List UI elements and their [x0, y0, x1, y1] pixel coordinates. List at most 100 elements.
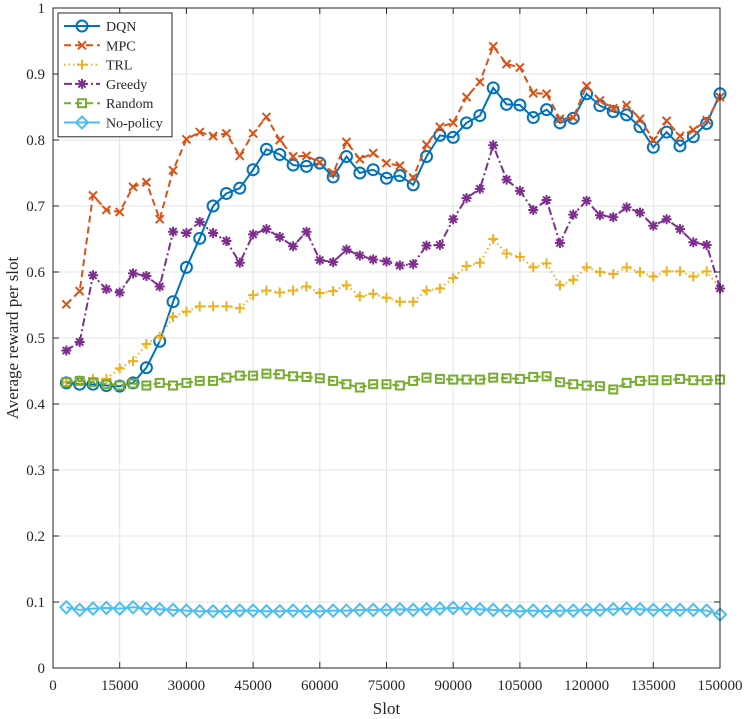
data-point-mpc: [168, 165, 178, 176]
data-point-greedy: [541, 195, 552, 206]
data-point-dqn: [486, 81, 500, 95]
data-point-dqn: [179, 260, 193, 274]
data-point-random: [674, 373, 685, 384]
data-point-no-policy: [365, 602, 381, 618]
data-point-trl: [408, 296, 419, 307]
legend-item-random: Random: [64, 97, 154, 112]
data-point-mpc: [288, 151, 298, 162]
data-point-trl: [181, 306, 192, 317]
data-point-no-policy: [632, 601, 648, 617]
data-point-dqn: [380, 171, 393, 185]
data-point-mpc: [661, 116, 672, 126]
legend-box: [57, 12, 173, 138]
data-point-random: [314, 373, 325, 384]
data-point-greedy: [128, 268, 139, 279]
data-point-dqn: [273, 148, 287, 162]
data-point-no-policy: [685, 602, 701, 618]
data-point-dqn: [313, 156, 327, 170]
data-point-trl: [581, 262, 592, 273]
data-point-random: [261, 368, 272, 379]
data-point-dqn: [620, 108, 634, 122]
data-point-no-policy: [72, 602, 88, 618]
data-point-no-policy: [432, 601, 448, 617]
data-point-greedy: [221, 235, 232, 246]
data-point-mpc: [395, 161, 405, 171]
legend-item-greedy: Greedy: [64, 78, 147, 93]
data-point-greedy: [421, 240, 432, 251]
data-point-greedy: [554, 237, 565, 248]
y-tick-label: 0.2: [26, 529, 45, 545]
data-point-trl: [341, 280, 352, 291]
data-point-no-policy: [192, 603, 208, 619]
data-point-random: [661, 375, 672, 386]
legend-label: No-policy: [106, 117, 163, 132]
data-point-greedy: [341, 244, 352, 255]
data-point-greedy: [208, 228, 219, 239]
data-point-dqn: [233, 181, 247, 195]
data-point-dqn: [606, 105, 620, 119]
data-point-no-policy: [165, 602, 181, 618]
data-point-dqn: [206, 199, 220, 213]
legend-marker: [77, 78, 87, 89]
data-point-random: [61, 377, 72, 388]
data-point-greedy: [394, 260, 405, 271]
data-point-greedy: [101, 284, 112, 295]
series-greedy: [61, 140, 725, 356]
data-point-mpc: [368, 148, 378, 158]
data-point-random: [208, 375, 219, 386]
data-point-no-policy: [299, 603, 314, 619]
data-point-random: [608, 384, 619, 395]
data-point-random: [501, 373, 512, 384]
data-point-mpc: [221, 128, 232, 139]
y-tick-label: 0.5: [26, 331, 45, 347]
data-point-dqn: [633, 120, 647, 134]
legend-label: MPC: [106, 39, 136, 54]
data-point-no-policy: [112, 601, 128, 617]
data-point-no-policy: [58, 599, 74, 615]
data-point-dqn: [166, 295, 180, 309]
data-point-random: [594, 381, 605, 392]
data-point-greedy: [328, 257, 339, 268]
data-point-greedy: [248, 229, 259, 240]
data-point-no-policy: [579, 602, 595, 618]
data-point-trl: [541, 258, 552, 269]
data-point-dqn: [473, 109, 487, 123]
data-point-trl: [701, 266, 712, 277]
data-point-no-policy: [485, 602, 501, 618]
data-point-mpc: [635, 114, 645, 124]
data-point-no-policy: [152, 601, 168, 617]
data-point-no-policy: [219, 603, 234, 619]
data-point-dqn: [393, 169, 407, 183]
data-point-mpc: [61, 299, 72, 310]
data-point-trl: [608, 268, 619, 279]
data-point-no-policy: [245, 603, 261, 618]
data-point-trl: [234, 303, 245, 314]
y-axis-label: Average reward per slot: [3, 256, 22, 419]
data-point-no-policy: [645, 602, 661, 618]
data-point-random: [688, 375, 699, 386]
legend-marker: [77, 98, 87, 109]
data-point-trl: [221, 301, 232, 312]
data-point-no-policy: [379, 602, 394, 618]
data-point-random: [101, 379, 112, 390]
data-point-greedy: [154, 281, 165, 292]
series-line-mpc: [65, 44, 721, 306]
data-point-trl: [154, 331, 165, 342]
data-point-trl: [141, 338, 152, 349]
ticks: 0 15000 30000 45000 60000 75000 90000 105000 120…: [26, 1, 742, 694]
y-tick-label: 0.8: [26, 133, 45, 149]
data-point-random: [394, 380, 405, 391]
data-point-random: [341, 379, 352, 390]
legend-marker: [77, 40, 87, 51]
data-point-greedy: [408, 259, 419, 270]
data-point-greedy: [261, 224, 272, 235]
series-line-random: [66, 372, 721, 391]
data-point-greedy: [688, 237, 699, 248]
data-point-greedy: [141, 270, 152, 281]
x-tick-label: 90000: [434, 678, 472, 694]
data-point-greedy: [194, 216, 205, 227]
y-tick-label: 1: [38, 1, 46, 17]
data-point-greedy: [594, 210, 605, 221]
data-point-no-policy: [419, 601, 434, 617]
data-point-greedy: [74, 336, 85, 347]
